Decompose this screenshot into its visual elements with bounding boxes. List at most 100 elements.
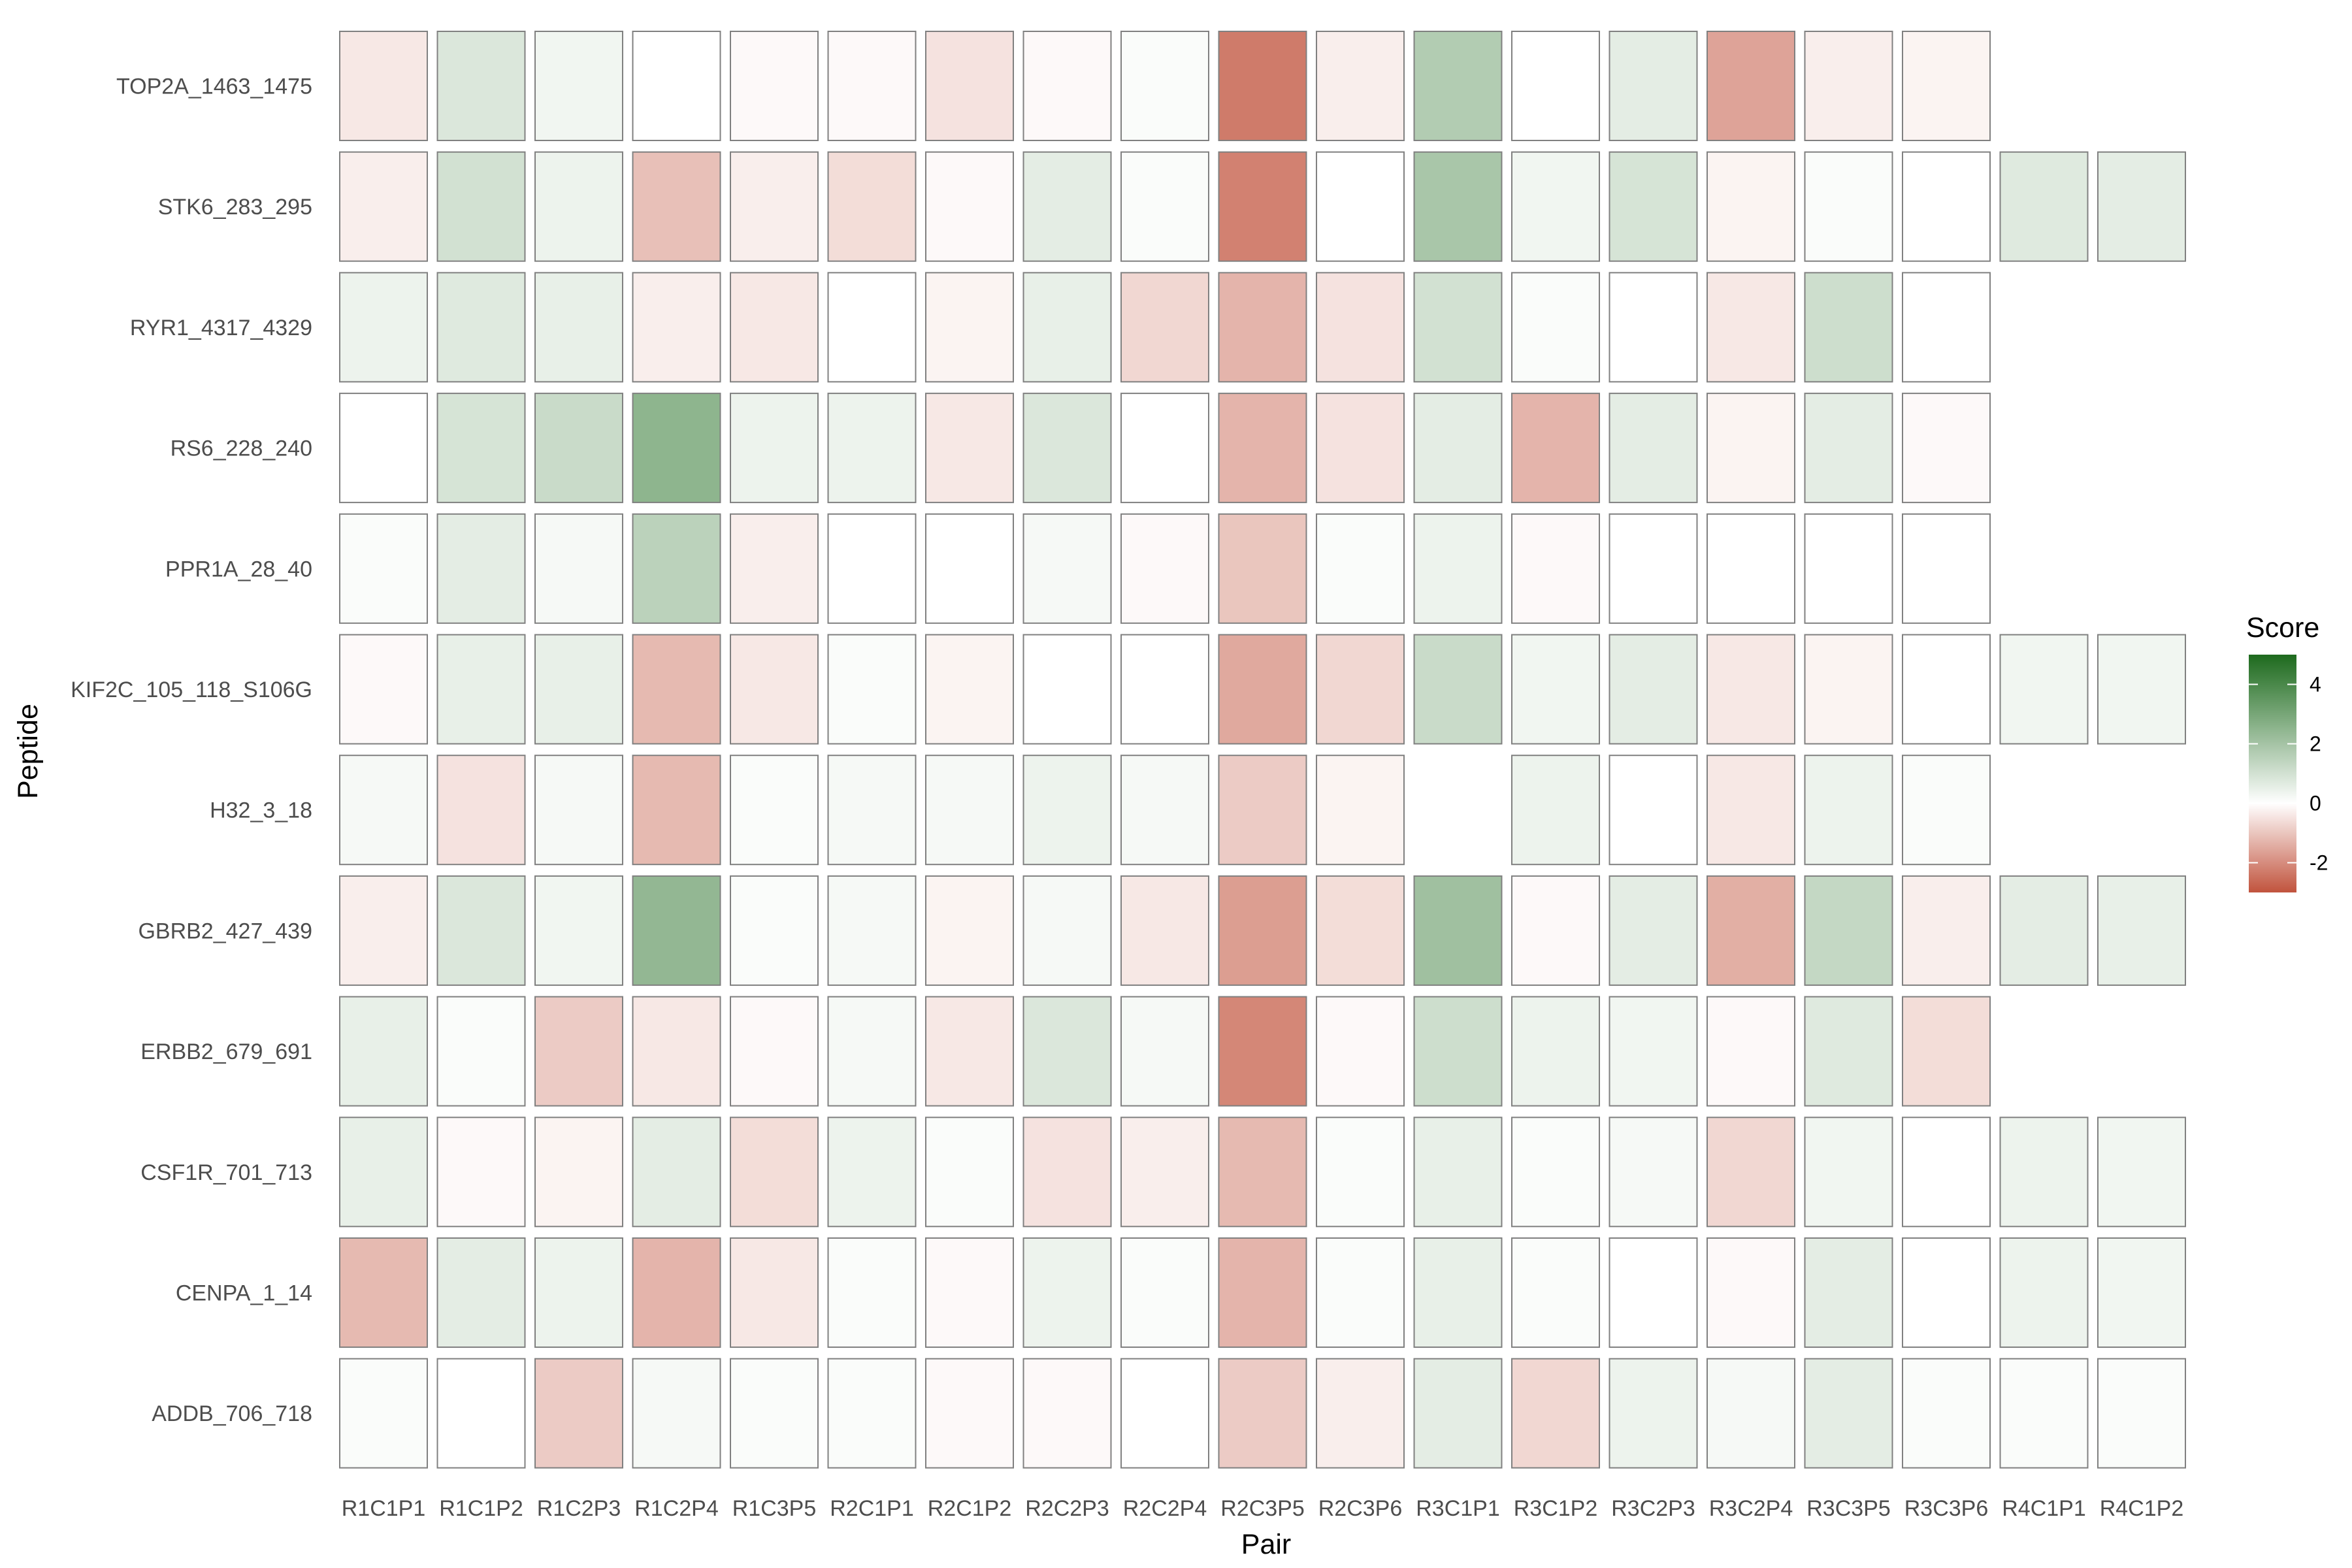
heatmap-cell xyxy=(1511,1237,1600,1348)
heatmap-cell xyxy=(1707,151,1795,262)
heatmap-cell xyxy=(1413,513,1503,624)
x-tick-label: R3C2P3 xyxy=(1611,1496,1695,1521)
heatmap-cell xyxy=(1120,31,1209,141)
heatmap-cell xyxy=(632,875,721,986)
legend-tick-label: -2 xyxy=(2310,851,2328,875)
heatmap-cell xyxy=(1022,875,1112,986)
x-tick-label: R3C3P6 xyxy=(1904,1496,1989,1521)
heatmap-cell xyxy=(1609,513,1698,624)
heatmap-cell xyxy=(632,1117,721,1228)
heatmap-cell xyxy=(1316,272,1405,383)
heatmap-cell xyxy=(925,755,1014,866)
y-tick-label: CSF1R_701_713 xyxy=(140,1160,312,1185)
heatmap-cell xyxy=(436,634,526,745)
x-tick-labels: R1C1P1 R1C1P2 R1C2P3 R1C2P4 R1C3P5 R2C1P1 R2C1… xyxy=(342,1496,2184,1521)
heatmap-cell xyxy=(1804,996,1893,1107)
legend-ticks: 4 2 0 -2 xyxy=(2249,673,2328,875)
heatmap-cell xyxy=(925,634,1014,745)
heatmap-cell xyxy=(632,151,721,262)
legend-tick-label: 4 xyxy=(2310,673,2321,696)
heatmap-cell xyxy=(534,1117,623,1228)
heatmap-cell xyxy=(925,1358,1014,1469)
heatmap-cell xyxy=(339,151,428,262)
heatmap-cell xyxy=(1707,634,1795,745)
heatmap-cell xyxy=(1804,755,1893,866)
y-tick-label: TOP2A_1463_1475 xyxy=(116,74,312,99)
heatmap-cell xyxy=(2097,634,2186,745)
heatmap-cell xyxy=(436,1237,526,1348)
heatmap-cell xyxy=(1413,151,1503,262)
heatmap-cell xyxy=(1511,393,1600,504)
heatmap-cell xyxy=(436,272,526,383)
heatmap-cell xyxy=(730,513,819,624)
heatmap-cell xyxy=(632,996,721,1107)
heatmap-cell xyxy=(1902,151,1991,262)
heatmap-cell xyxy=(730,151,819,262)
heatmap-cell xyxy=(1218,272,1307,383)
heatmap-cell xyxy=(1999,1237,2089,1348)
heatmap-cell xyxy=(1413,996,1503,1107)
heatmap-cell xyxy=(339,1358,428,1469)
legend-tick-label: 0 xyxy=(2310,792,2321,815)
heatmap-cell xyxy=(1511,996,1600,1107)
x-tick-label: R4C1P2 xyxy=(2100,1496,2184,1521)
heatmap-cell xyxy=(1316,634,1405,745)
heatmap-cell xyxy=(1022,151,1112,262)
x-tick-label: R4C1P1 xyxy=(2002,1496,2086,1521)
heatmap-cell xyxy=(1902,513,1991,624)
heatmap-cell xyxy=(730,634,819,745)
heatmap-cell xyxy=(534,634,623,745)
x-tick-label: R3C1P2 xyxy=(1514,1496,1598,1521)
heatmap-cell xyxy=(339,996,428,1107)
heatmap-cell xyxy=(925,875,1014,986)
heatmap-cell xyxy=(1413,875,1503,986)
heatmap-cell xyxy=(827,393,917,504)
heatmap-cell xyxy=(339,272,428,383)
heatmap-cell xyxy=(534,393,623,504)
heatmap-cell xyxy=(827,1237,917,1348)
heatmap-cell xyxy=(1218,31,1307,141)
x-tick-label: R3C1P1 xyxy=(1416,1496,1500,1521)
heatmap-cell xyxy=(534,31,623,141)
heatmap-cell xyxy=(827,1117,917,1228)
heatmap-cell xyxy=(1022,1358,1112,1469)
heatmap-cell xyxy=(1120,755,1209,866)
heatmap-cell xyxy=(1609,393,1698,504)
heatmap-cell xyxy=(1999,634,2089,745)
heatmap-cell xyxy=(339,1237,428,1348)
heatmap-cell xyxy=(1022,272,1112,383)
heatmap-cell xyxy=(827,875,917,986)
heatmap-cell xyxy=(1316,1117,1405,1228)
heatmap-cell xyxy=(1902,1237,1991,1348)
heatmap-cell xyxy=(534,513,623,624)
heatmap-cell xyxy=(534,996,623,1107)
heatmap-cell xyxy=(827,31,917,141)
heatmap-cell xyxy=(1609,272,1698,383)
heatmap-cell xyxy=(1218,634,1307,745)
heatmap-cell xyxy=(339,1117,428,1228)
heatmap-cell xyxy=(730,1358,819,1469)
heatmap-cell xyxy=(1218,996,1307,1107)
heatmap-cell xyxy=(730,393,819,504)
heatmap-cell xyxy=(1902,31,1991,141)
heatmap-cell xyxy=(1022,755,1112,866)
heatmap-cell xyxy=(1804,513,1893,624)
heatmap-cell xyxy=(339,393,428,504)
x-tick-label: R2C3P5 xyxy=(1220,1496,1305,1521)
heatmap-cell xyxy=(1413,1358,1503,1469)
heatmap-cell xyxy=(1316,31,1405,141)
heatmap-cell xyxy=(1804,272,1893,383)
heatmap-cell xyxy=(534,755,623,866)
heatmap-cell xyxy=(1804,393,1893,504)
heatmap-cell xyxy=(730,875,819,986)
heatmap-cell xyxy=(339,31,428,141)
heatmap-cell xyxy=(1609,755,1698,866)
heatmap-cell xyxy=(2097,151,2186,262)
heatmap-cell xyxy=(827,513,917,624)
heatmap-cell xyxy=(1707,513,1795,624)
heatmap-cell xyxy=(1804,151,1893,262)
heatmap-cell xyxy=(1902,755,1991,866)
y-tick-label: ADDB_706_718 xyxy=(152,1401,312,1426)
heatmap-cell xyxy=(436,513,526,624)
heatmap-cell xyxy=(1999,1358,2089,1469)
